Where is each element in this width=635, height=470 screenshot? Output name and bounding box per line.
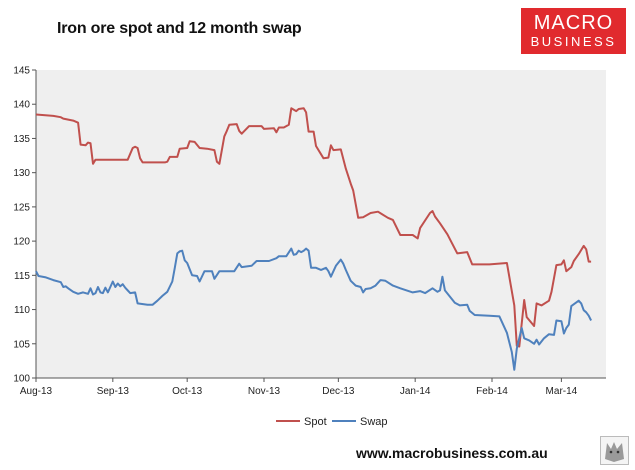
y-tick-label: 125 [13, 202, 30, 213]
x-tick-label: Jan-14 [400, 386, 431, 397]
y-tick-label: 130 [13, 168, 30, 179]
wolf-logo-icon [600, 436, 629, 465]
x-axis: Aug-13 Sep-13 Oct-13 Nov-13 Dec-13 Jan-14 Feb-… [20, 377, 606, 397]
y-tick-label: 105 [13, 339, 30, 350]
y-axis: 100 105 110 115 120 125 130 135 140 145 [13, 66, 37, 385]
logo-line-1: MACRO [533, 12, 614, 34]
x-tick-label: Feb-14 [476, 386, 508, 397]
x-tick-label: Nov-13 [248, 386, 281, 397]
logo-line-2: BUSINESS [530, 34, 617, 49]
x-tick-label: Aug-13 [20, 386, 53, 397]
x-tick-label: Oct-13 [172, 386, 202, 397]
y-tick-label: 120 [13, 237, 30, 248]
y-tick-label: 100 [13, 374, 30, 385]
x-tick-label: Mar-14 [546, 386, 578, 397]
series-line-swap [35, 247, 592, 371]
series-group [35, 107, 592, 371]
y-tick-label: 115 [14, 271, 30, 282]
y-tick-label: 145 [13, 66, 30, 77]
plot-area [36, 70, 606, 378]
macrobusiness-logo: MACRO BUSINESS [521, 8, 626, 54]
y-tick-label: 140 [13, 100, 30, 111]
legend-label-swap: Swap [360, 416, 388, 428]
x-tick-label: Sep-13 [97, 386, 130, 397]
x-tick-label: Dec-13 [322, 386, 355, 397]
y-tick-label: 110 [14, 305, 30, 316]
legend: Spot Swap [276, 416, 388, 428]
chart-title: Iron ore spot and 12 month swap [57, 20, 302, 37]
website-url[interactable]: www.macrobusiness.com.au [356, 445, 548, 461]
legend-label-spot: Spot [304, 416, 327, 428]
y-tick-label: 135 [13, 134, 30, 145]
